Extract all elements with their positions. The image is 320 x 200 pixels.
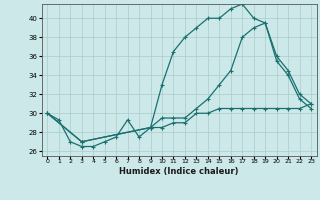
X-axis label: Humidex (Indice chaleur): Humidex (Indice chaleur)	[119, 167, 239, 176]
